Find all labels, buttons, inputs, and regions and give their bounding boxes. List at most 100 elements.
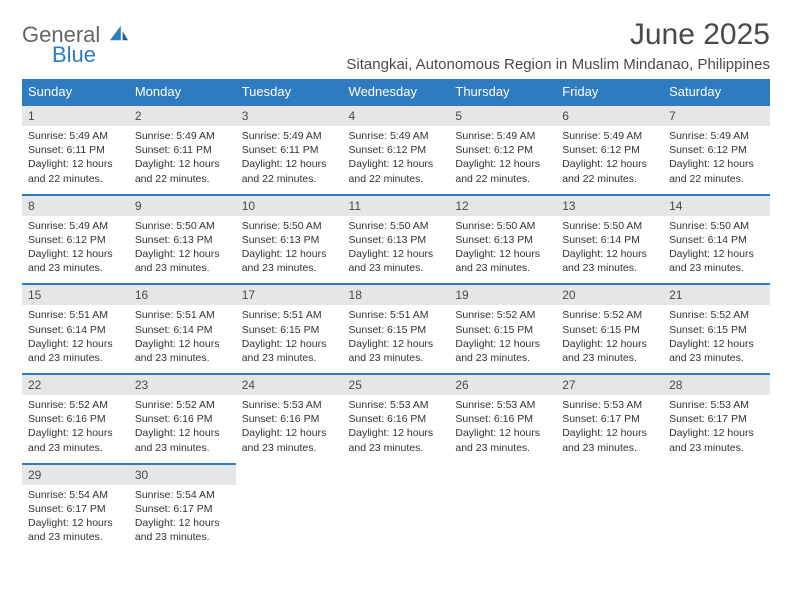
day-details: Sunrise: 5:53 AMSunset: 6:17 PMDaylight:…: [663, 395, 770, 463]
calendar-day-cell: 19Sunrise: 5:52 AMSunset: 6:15 PMDayligh…: [449, 283, 556, 373]
day-details: Sunrise: 5:54 AMSunset: 6:17 PMDaylight:…: [129, 485, 236, 553]
day-details: Sunrise: 5:50 AMSunset: 6:13 PMDaylight:…: [129, 216, 236, 284]
day-number: 1: [22, 106, 129, 126]
calendar-day-cell: [449, 463, 556, 553]
day-number: 2: [129, 106, 236, 126]
calendar-day-cell: [663, 463, 770, 553]
day-details: Sunrise: 5:52 AMSunset: 6:15 PMDaylight:…: [663, 305, 770, 373]
day-number: 12: [449, 196, 556, 216]
day-details: Sunrise: 5:51 AMSunset: 6:15 PMDaylight:…: [236, 305, 343, 373]
calendar-day-cell: 9Sunrise: 5:50 AMSunset: 6:13 PMDaylight…: [129, 194, 236, 284]
day-details: Sunrise: 5:51 AMSunset: 6:14 PMDaylight:…: [129, 305, 236, 373]
day-details: Sunrise: 5:49 AMSunset: 6:12 PMDaylight:…: [449, 126, 556, 194]
calendar-day-cell: 6Sunrise: 5:49 AMSunset: 6:12 PMDaylight…: [556, 104, 663, 194]
calendar-day-cell: [343, 463, 450, 553]
day-number: 23: [129, 375, 236, 395]
calendar-day-cell: 17Sunrise: 5:51 AMSunset: 6:15 PMDayligh…: [236, 283, 343, 373]
calendar-day-cell: 28Sunrise: 5:53 AMSunset: 6:17 PMDayligh…: [663, 373, 770, 463]
day-number: 20: [556, 285, 663, 305]
day-number: 17: [236, 285, 343, 305]
day-header: Wednesday: [343, 79, 450, 104]
calendar-day-cell: 5Sunrise: 5:49 AMSunset: 6:12 PMDaylight…: [449, 104, 556, 194]
day-details: Sunrise: 5:53 AMSunset: 6:16 PMDaylight:…: [236, 395, 343, 463]
day-number: 30: [129, 465, 236, 485]
day-header: Sunday: [22, 79, 129, 104]
calendar-day-cell: 1Sunrise: 5:49 AMSunset: 6:11 PMDaylight…: [22, 104, 129, 194]
day-number: 13: [556, 196, 663, 216]
day-number: 28: [663, 375, 770, 395]
calendar-day-cell: 7Sunrise: 5:49 AMSunset: 6:12 PMDaylight…: [663, 104, 770, 194]
location-text: Sitangkai, Autonomous Region in Muslim M…: [346, 56, 770, 73]
calendar-day-cell: 4Sunrise: 5:49 AMSunset: 6:12 PMDaylight…: [343, 104, 450, 194]
title-block: June 2025 Sitangkai, Autonomous Region i…: [346, 18, 770, 73]
day-details: Sunrise: 5:49 AMSunset: 6:12 PMDaylight:…: [663, 126, 770, 194]
calendar-body: 1Sunrise: 5:49 AMSunset: 6:11 PMDaylight…: [22, 104, 770, 552]
calendar-day-cell: 27Sunrise: 5:53 AMSunset: 6:17 PMDayligh…: [556, 373, 663, 463]
day-details: Sunrise: 5:54 AMSunset: 6:17 PMDaylight:…: [22, 485, 129, 553]
calendar-day-cell: 25Sunrise: 5:53 AMSunset: 6:16 PMDayligh…: [343, 373, 450, 463]
day-header: Tuesday: [236, 79, 343, 104]
day-number: 3: [236, 106, 343, 126]
calendar-week-row: 29Sunrise: 5:54 AMSunset: 6:17 PMDayligh…: [22, 463, 770, 553]
day-number: 14: [663, 196, 770, 216]
calendar-week-row: 1Sunrise: 5:49 AMSunset: 6:11 PMDaylight…: [22, 104, 770, 194]
day-number: 27: [556, 375, 663, 395]
day-details: Sunrise: 5:49 AMSunset: 6:12 PMDaylight:…: [343, 126, 450, 194]
day-number: 16: [129, 285, 236, 305]
day-number: 10: [236, 196, 343, 216]
day-number: 4: [343, 106, 450, 126]
calendar-day-cell: 18Sunrise: 5:51 AMSunset: 6:15 PMDayligh…: [343, 283, 450, 373]
calendar-week-row: 8Sunrise: 5:49 AMSunset: 6:12 PMDaylight…: [22, 194, 770, 284]
day-header-row: Sunday Monday Tuesday Wednesday Thursday…: [22, 79, 770, 104]
day-number: 9: [129, 196, 236, 216]
day-details: Sunrise: 5:49 AMSunset: 6:11 PMDaylight:…: [236, 126, 343, 194]
calendar-week-row: 15Sunrise: 5:51 AMSunset: 6:14 PMDayligh…: [22, 283, 770, 373]
day-number: 24: [236, 375, 343, 395]
calendar-day-cell: [556, 463, 663, 553]
brand-text: General Blue: [22, 22, 130, 66]
calendar-day-cell: 23Sunrise: 5:52 AMSunset: 6:16 PMDayligh…: [129, 373, 236, 463]
day-number: 15: [22, 285, 129, 305]
day-details: Sunrise: 5:50 AMSunset: 6:14 PMDaylight:…: [663, 216, 770, 284]
day-header: Friday: [556, 79, 663, 104]
day-number: 7: [663, 106, 770, 126]
header: General Blue June 2025 Sitangkai, Autono…: [22, 18, 770, 73]
calendar-day-cell: 21Sunrise: 5:52 AMSunset: 6:15 PMDayligh…: [663, 283, 770, 373]
calendar-day-cell: 15Sunrise: 5:51 AMSunset: 6:14 PMDayligh…: [22, 283, 129, 373]
day-header: Monday: [129, 79, 236, 104]
calendar-table: Sunday Monday Tuesday Wednesday Thursday…: [22, 79, 770, 552]
day-details: Sunrise: 5:51 AMSunset: 6:14 PMDaylight:…: [22, 305, 129, 373]
calendar-day-cell: 24Sunrise: 5:53 AMSunset: 6:16 PMDayligh…: [236, 373, 343, 463]
calendar-day-cell: 12Sunrise: 5:50 AMSunset: 6:13 PMDayligh…: [449, 194, 556, 284]
day-details: Sunrise: 5:50 AMSunset: 6:13 PMDaylight:…: [449, 216, 556, 284]
day-details: Sunrise: 5:53 AMSunset: 6:16 PMDaylight:…: [449, 395, 556, 463]
brand-logo: General Blue: [22, 22, 130, 66]
day-details: Sunrise: 5:49 AMSunset: 6:11 PMDaylight:…: [22, 126, 129, 194]
day-details: Sunrise: 5:52 AMSunset: 6:16 PMDaylight:…: [22, 395, 129, 463]
month-title: June 2025: [346, 18, 770, 52]
day-number: 11: [343, 196, 450, 216]
day-details: Sunrise: 5:51 AMSunset: 6:15 PMDaylight:…: [343, 305, 450, 373]
calendar-day-cell: 14Sunrise: 5:50 AMSunset: 6:14 PMDayligh…: [663, 194, 770, 284]
calendar-week-row: 22Sunrise: 5:52 AMSunset: 6:16 PMDayligh…: [22, 373, 770, 463]
day-details: Sunrise: 5:49 AMSunset: 6:11 PMDaylight:…: [129, 126, 236, 194]
day-number: 19: [449, 285, 556, 305]
calendar-day-cell: 10Sunrise: 5:50 AMSunset: 6:13 PMDayligh…: [236, 194, 343, 284]
day-number: 6: [556, 106, 663, 126]
calendar-day-cell: [236, 463, 343, 553]
day-number: 29: [22, 465, 129, 485]
day-number: 26: [449, 375, 556, 395]
day-number: 22: [22, 375, 129, 395]
brand-part2: Blue: [52, 44, 130, 66]
calendar-day-cell: 22Sunrise: 5:52 AMSunset: 6:16 PMDayligh…: [22, 373, 129, 463]
day-details: Sunrise: 5:49 AMSunset: 6:12 PMDaylight:…: [22, 216, 129, 284]
day-header: Thursday: [449, 79, 556, 104]
day-details: Sunrise: 5:52 AMSunset: 6:16 PMDaylight:…: [129, 395, 236, 463]
calendar-day-cell: 20Sunrise: 5:52 AMSunset: 6:15 PMDayligh…: [556, 283, 663, 373]
day-details: Sunrise: 5:53 AMSunset: 6:16 PMDaylight:…: [343, 395, 450, 463]
day-details: Sunrise: 5:49 AMSunset: 6:12 PMDaylight:…: [556, 126, 663, 194]
calendar-day-cell: 8Sunrise: 5:49 AMSunset: 6:12 PMDaylight…: [22, 194, 129, 284]
day-number: 21: [663, 285, 770, 305]
day-number: 25: [343, 375, 450, 395]
calendar-day-cell: 26Sunrise: 5:53 AMSunset: 6:16 PMDayligh…: [449, 373, 556, 463]
